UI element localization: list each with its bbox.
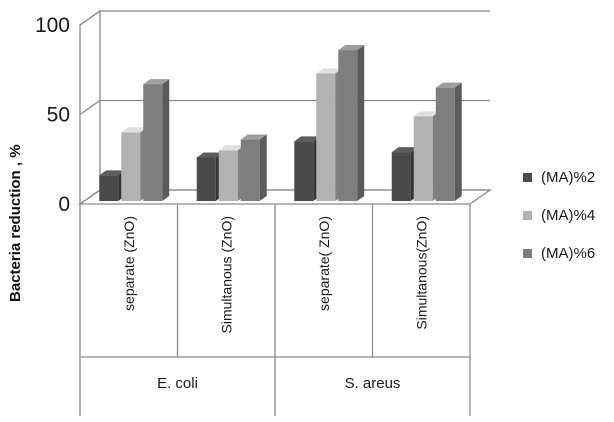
bar-front [413, 116, 433, 201]
axes [79, 204, 471, 416]
bar-front [143, 84, 163, 201]
category-label: Simultanous(ZnO) [413, 216, 429, 330]
y-tick-label: 100 [35, 14, 70, 37]
legend-item: (MA)%6 [523, 245, 595, 262]
bar-top [338, 45, 365, 51]
legend-swatch [523, 173, 532, 182]
bar-front [218, 150, 238, 201]
legend-label: (MA)%2 [541, 169, 595, 186]
bar-top [99, 170, 126, 176]
bar-side [357, 45, 365, 202]
bar-front [294, 141, 314, 201]
gridline [79, 10, 490, 26]
bar-front [316, 73, 336, 201]
bar-front [435, 87, 455, 201]
bar-side [454, 82, 462, 201]
group-label: E. coli [157, 375, 198, 392]
bar-top [143, 79, 170, 85]
bars [99, 45, 462, 202]
bar-top [240, 134, 267, 140]
legend-item: (MA)%4 [523, 207, 595, 224]
bar-top [196, 152, 223, 158]
y-tick-label: 0 [58, 193, 70, 216]
bar-top [316, 68, 343, 74]
legend-swatch [523, 249, 532, 258]
category-label: separate (ZnO) [121, 216, 137, 311]
bar-top [294, 136, 321, 142]
bar-top [435, 82, 462, 88]
bar-front [338, 50, 358, 202]
bar-front [121, 132, 141, 201]
legend-swatch [523, 211, 532, 220]
legend-label: (MA)%4 [541, 207, 595, 224]
legend-item: (MA)%2 [523, 169, 595, 186]
bar [240, 134, 267, 201]
bar [435, 82, 462, 201]
bar-side [162, 79, 170, 201]
bar-side [259, 134, 267, 201]
bar-top [218, 145, 245, 151]
category-labels: separate (ZnO) Simultanous (ZnO) separate(… [121, 216, 430, 333]
bar-top [121, 127, 148, 133]
legend: (MA)%2 (MA)%4 (MA)%6 [523, 169, 595, 262]
bar-front [99, 175, 119, 201]
legend-label: (MA)%6 [541, 245, 595, 262]
bar [338, 45, 365, 202]
y-tick-labels: 0 50 100 [35, 14, 70, 216]
bar-front [391, 152, 411, 201]
category-label: separate( ZnO) [316, 216, 332, 311]
y-tick-label: 50 [47, 104, 70, 127]
group-labels: E. coli S. areus [157, 375, 400, 392]
group-label: S. areus [345, 375, 401, 392]
bar-front [196, 157, 216, 201]
bar [143, 79, 170, 201]
category-label: Simultanous (ZnO) [218, 216, 234, 333]
bar-front [240, 139, 260, 201]
bar-top [391, 147, 418, 153]
bar-top [413, 111, 440, 117]
y-axis-label: Bacteria reduction , % [7, 144, 24, 302]
